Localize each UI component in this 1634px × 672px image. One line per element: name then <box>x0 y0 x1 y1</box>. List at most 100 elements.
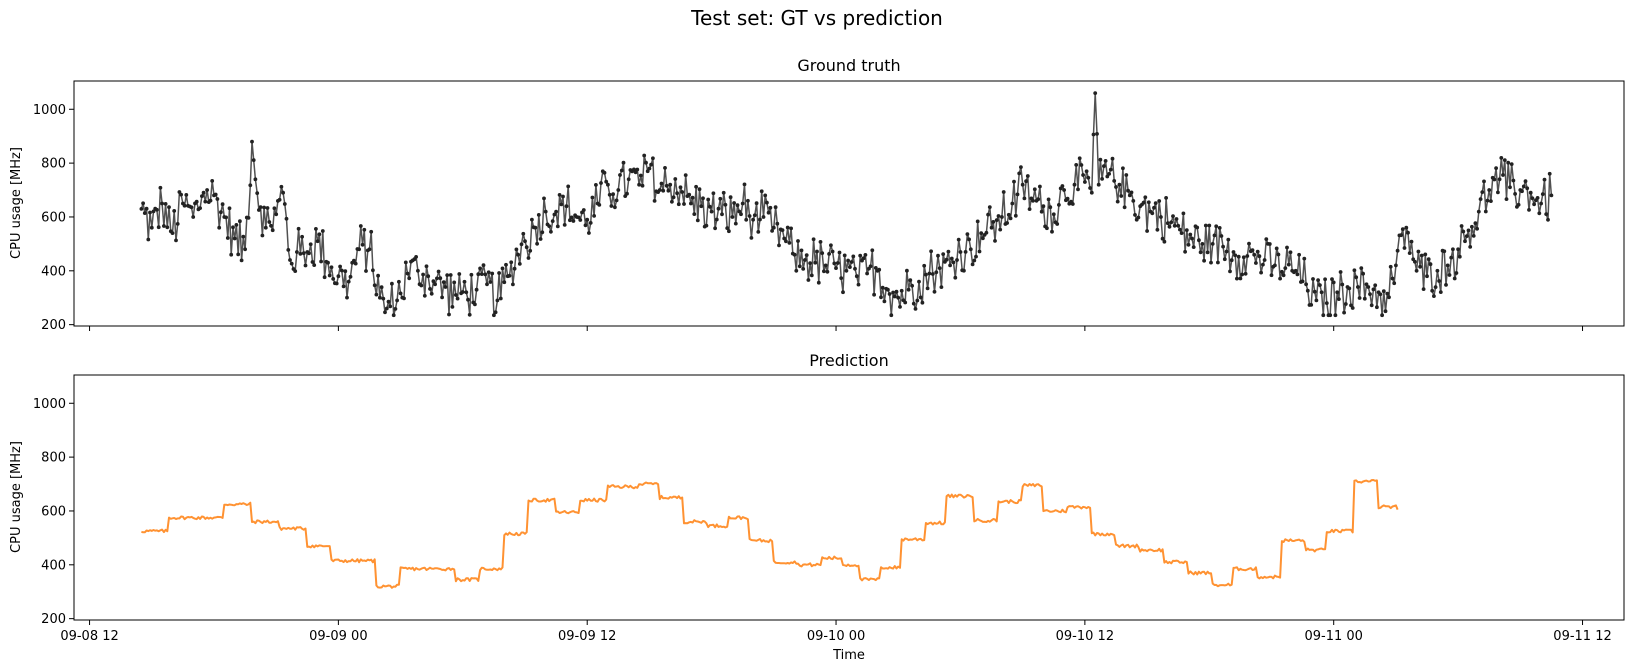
ground-truth-point <box>752 213 757 218</box>
ground-truth-point <box>673 177 678 181</box>
ground-truth-point <box>1513 192 1517 196</box>
ground-truth-point <box>713 226 717 231</box>
ground-truth-point <box>421 272 425 277</box>
ground-truth-point <box>1425 274 1429 279</box>
ground-truth-point <box>241 234 246 239</box>
ground-truth-point <box>758 217 762 222</box>
y-axis-label: CPU usage [MHz] <box>9 441 24 553</box>
ground-truth-point <box>282 202 287 206</box>
ground-truth-point <box>1409 239 1414 244</box>
ground-truth-point <box>250 139 254 144</box>
y-tick-label: 200 <box>41 612 66 627</box>
ground-truth-point <box>1214 224 1219 229</box>
ground-truth-point <box>236 252 241 257</box>
ground-truth-point <box>1444 283 1448 287</box>
ground-truth-point <box>1390 276 1395 281</box>
ground-truth-point <box>524 245 529 250</box>
ground-truth-point <box>687 192 692 197</box>
y-tick-label: 600 <box>41 504 66 519</box>
ground-truth-point <box>949 256 954 261</box>
ground-truth-point <box>1160 236 1165 241</box>
ground-truth-point <box>936 253 940 258</box>
ground-truth-point <box>1188 232 1193 237</box>
ground-truth-point <box>454 293 458 297</box>
ground-truth-point <box>699 204 704 209</box>
ground-truth-point <box>951 260 956 265</box>
ground-truth-point <box>892 294 897 299</box>
ground-truth-point <box>478 266 482 271</box>
ground-truth-point <box>1366 285 1371 289</box>
ground-truth-point <box>414 255 418 259</box>
ground-truth-point <box>583 223 588 228</box>
ground-truth-point <box>262 205 266 210</box>
ground-truth-point <box>272 206 277 211</box>
ground-truth-point <box>1179 231 1184 236</box>
ground-truth-point <box>701 196 705 201</box>
ground-truth-point <box>448 273 453 277</box>
ground-truth-point <box>1546 217 1550 222</box>
ground-truth-point <box>314 227 318 231</box>
ground-truth-point <box>1476 209 1481 214</box>
ground-truth-point <box>500 266 505 271</box>
ground-truth-point <box>343 269 348 274</box>
ground-truth-point <box>1442 249 1447 254</box>
ground-truth-point <box>483 272 488 277</box>
ground-truth-point <box>854 274 859 279</box>
ground-truth-point <box>1378 292 1383 297</box>
ground-truth-point <box>1352 268 1357 273</box>
ground-truth-point <box>1471 234 1476 238</box>
ground-truth-point <box>607 192 612 197</box>
ground-truth-point <box>1038 184 1042 189</box>
ground-truth-point <box>588 221 593 225</box>
ground-truth-point <box>419 283 424 288</box>
ground-truth-point <box>426 274 431 279</box>
ground-truth-point <box>695 218 700 223</box>
ground-truth-point <box>1122 205 1127 210</box>
ground-truth-point <box>1532 202 1536 207</box>
ground-truth-point <box>1005 221 1009 225</box>
ground-truth-point <box>1216 260 1220 265</box>
ground-truth-point <box>823 263 828 268</box>
ground-truth-point <box>671 195 676 200</box>
ground-truth-point <box>709 209 714 214</box>
ground-truth-point <box>1368 292 1372 296</box>
ground-truth-point <box>1098 157 1103 162</box>
ground-truth-point <box>1000 215 1004 219</box>
ground-truth-point <box>552 212 557 217</box>
ground-truth-point <box>1364 282 1369 287</box>
ground-truth-point <box>1261 262 1265 267</box>
x-tick-label: 09-11 12 <box>1553 629 1611 644</box>
ground-truth-point <box>604 179 609 184</box>
ground-truth-point <box>766 210 771 215</box>
ground-truth-point <box>346 279 351 284</box>
ground-truth-point <box>1060 184 1065 188</box>
ground-truth-point <box>797 264 802 269</box>
ground-truth-point <box>326 260 330 265</box>
ground-truth-point <box>1527 208 1531 212</box>
ground-truth-point <box>979 231 984 236</box>
ground-truth-point <box>842 253 847 258</box>
ground-truth-point <box>200 194 204 199</box>
ground-truth-point <box>645 169 650 174</box>
ground-truth-point <box>464 290 469 295</box>
ground-truth-point <box>1357 296 1362 300</box>
ground-truth-point <box>296 226 301 231</box>
ground-truth-point <box>1245 254 1250 258</box>
ground-truth-point <box>1117 182 1122 187</box>
ground-truth-point <box>1473 221 1478 226</box>
ground-truth-point <box>991 220 996 224</box>
ground-truth-point <box>1062 188 1066 192</box>
ground-truth-point <box>1198 250 1203 255</box>
ground-truth-point <box>258 205 263 210</box>
ground-truth-point <box>1222 257 1227 262</box>
ground-truth-point <box>1190 236 1194 241</box>
ground-truth-line <box>140 92 1553 316</box>
ground-truth-point <box>293 269 298 273</box>
ground-truth-point <box>438 276 443 281</box>
ground-truth-point <box>1083 180 1087 184</box>
ground-truth-point <box>1081 173 1085 177</box>
ground-truth-point <box>498 296 503 301</box>
ground-truth-point <box>834 266 838 270</box>
ground-truth-point <box>559 202 564 207</box>
ground-truth-point <box>1020 182 1025 187</box>
